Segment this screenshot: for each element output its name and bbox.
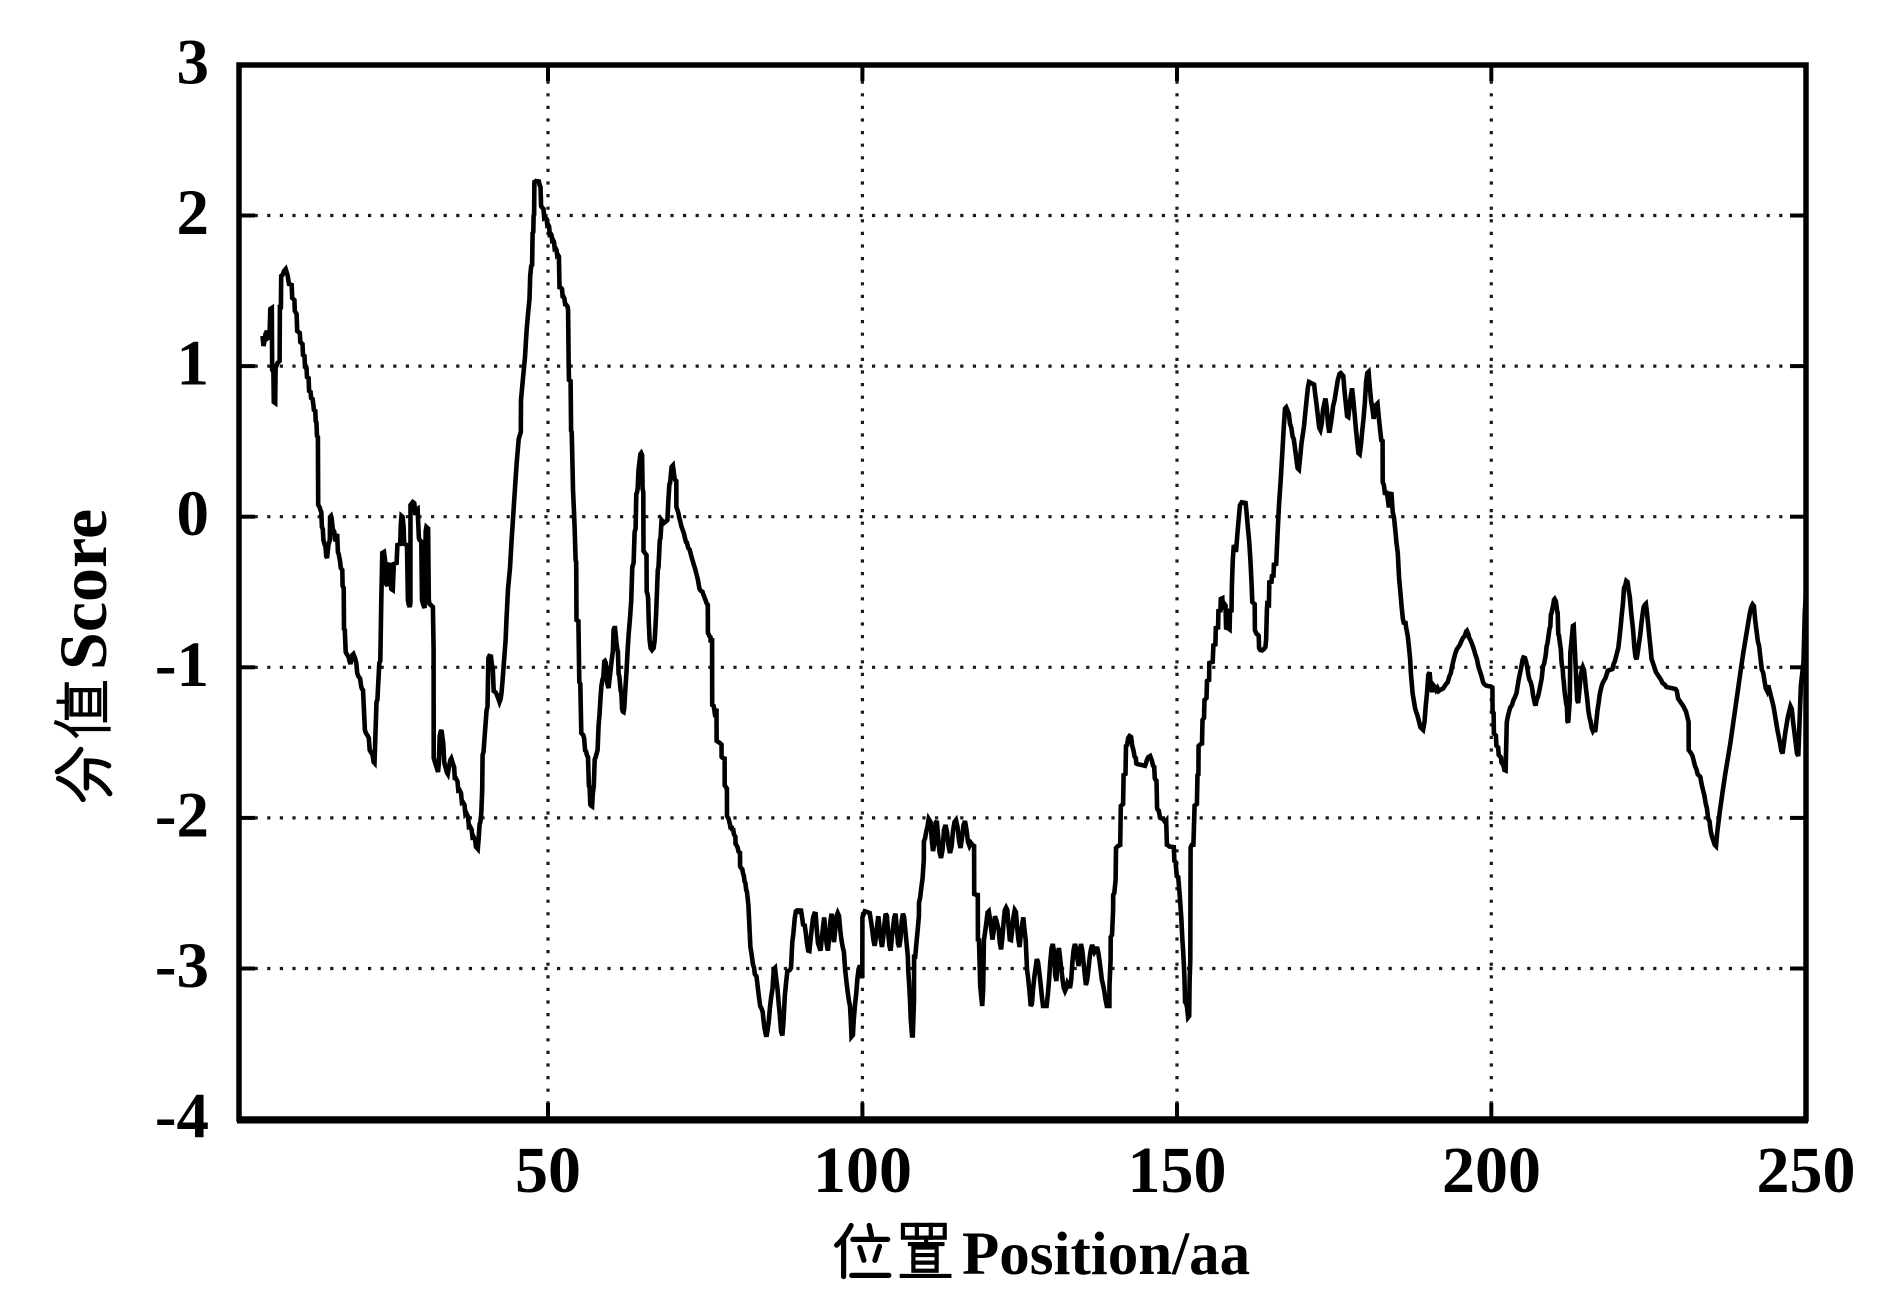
svg-text:1: 1 [177, 328, 210, 400]
svg-text:150: 150 [1128, 1134, 1227, 1207]
svg-text:-2: -2 [155, 779, 209, 851]
svg-text:-4: -4 [155, 1081, 209, 1153]
svg-text:3: 3 [177, 26, 210, 98]
svg-text:100: 100 [813, 1134, 912, 1207]
svg-text:Position/aa: Position/aa [962, 1221, 1250, 1288]
svg-text:-1: -1 [155, 629, 209, 701]
svg-text:2: 2 [177, 177, 210, 249]
svg-text:-3: -3 [155, 930, 209, 1002]
svg-text:0: 0 [177, 478, 210, 550]
svg-text:50: 50 [515, 1134, 581, 1207]
svg-text:Score: Score [45, 509, 121, 670]
svg-text:200: 200 [1442, 1134, 1541, 1207]
svg-text:250: 250 [1757, 1134, 1856, 1207]
